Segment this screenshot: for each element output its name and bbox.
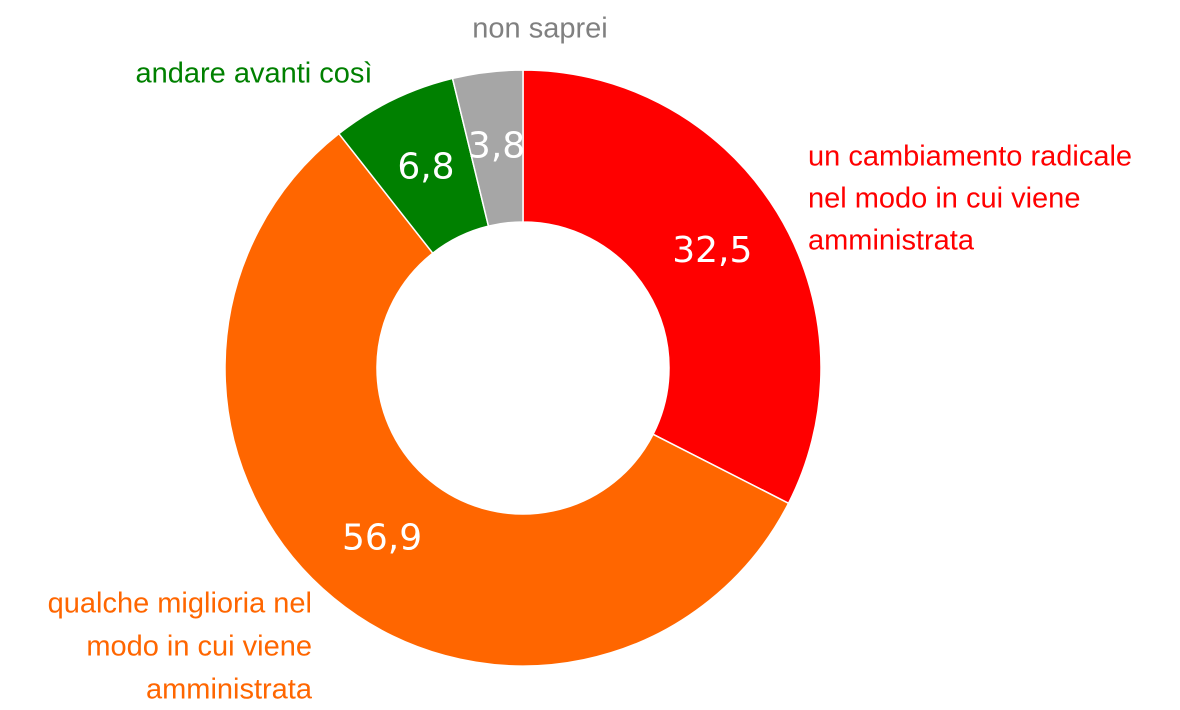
category-label: nel modo in cui viene [808, 183, 1080, 215]
donut-segment [522, 69, 822, 505]
category-label: modo in cui viene [86, 631, 312, 663]
value-label: 6,8 [397, 146, 454, 187]
value-label: 32,5 [672, 230, 752, 271]
value-label: 56,9 [342, 517, 422, 558]
donut-segment [224, 132, 790, 667]
donut-segment [451, 69, 524, 228]
category-label: un cambiamento radicale [808, 141, 1132, 173]
category-label: amministrata [808, 225, 975, 257]
category-label: non saprei [472, 13, 607, 45]
value-label: 3,8 [468, 126, 525, 167]
category-label: andare avanti così [136, 58, 373, 90]
category-label: amministrata [146, 674, 313, 706]
category-label: qualche miglioria nel [48, 588, 312, 620]
